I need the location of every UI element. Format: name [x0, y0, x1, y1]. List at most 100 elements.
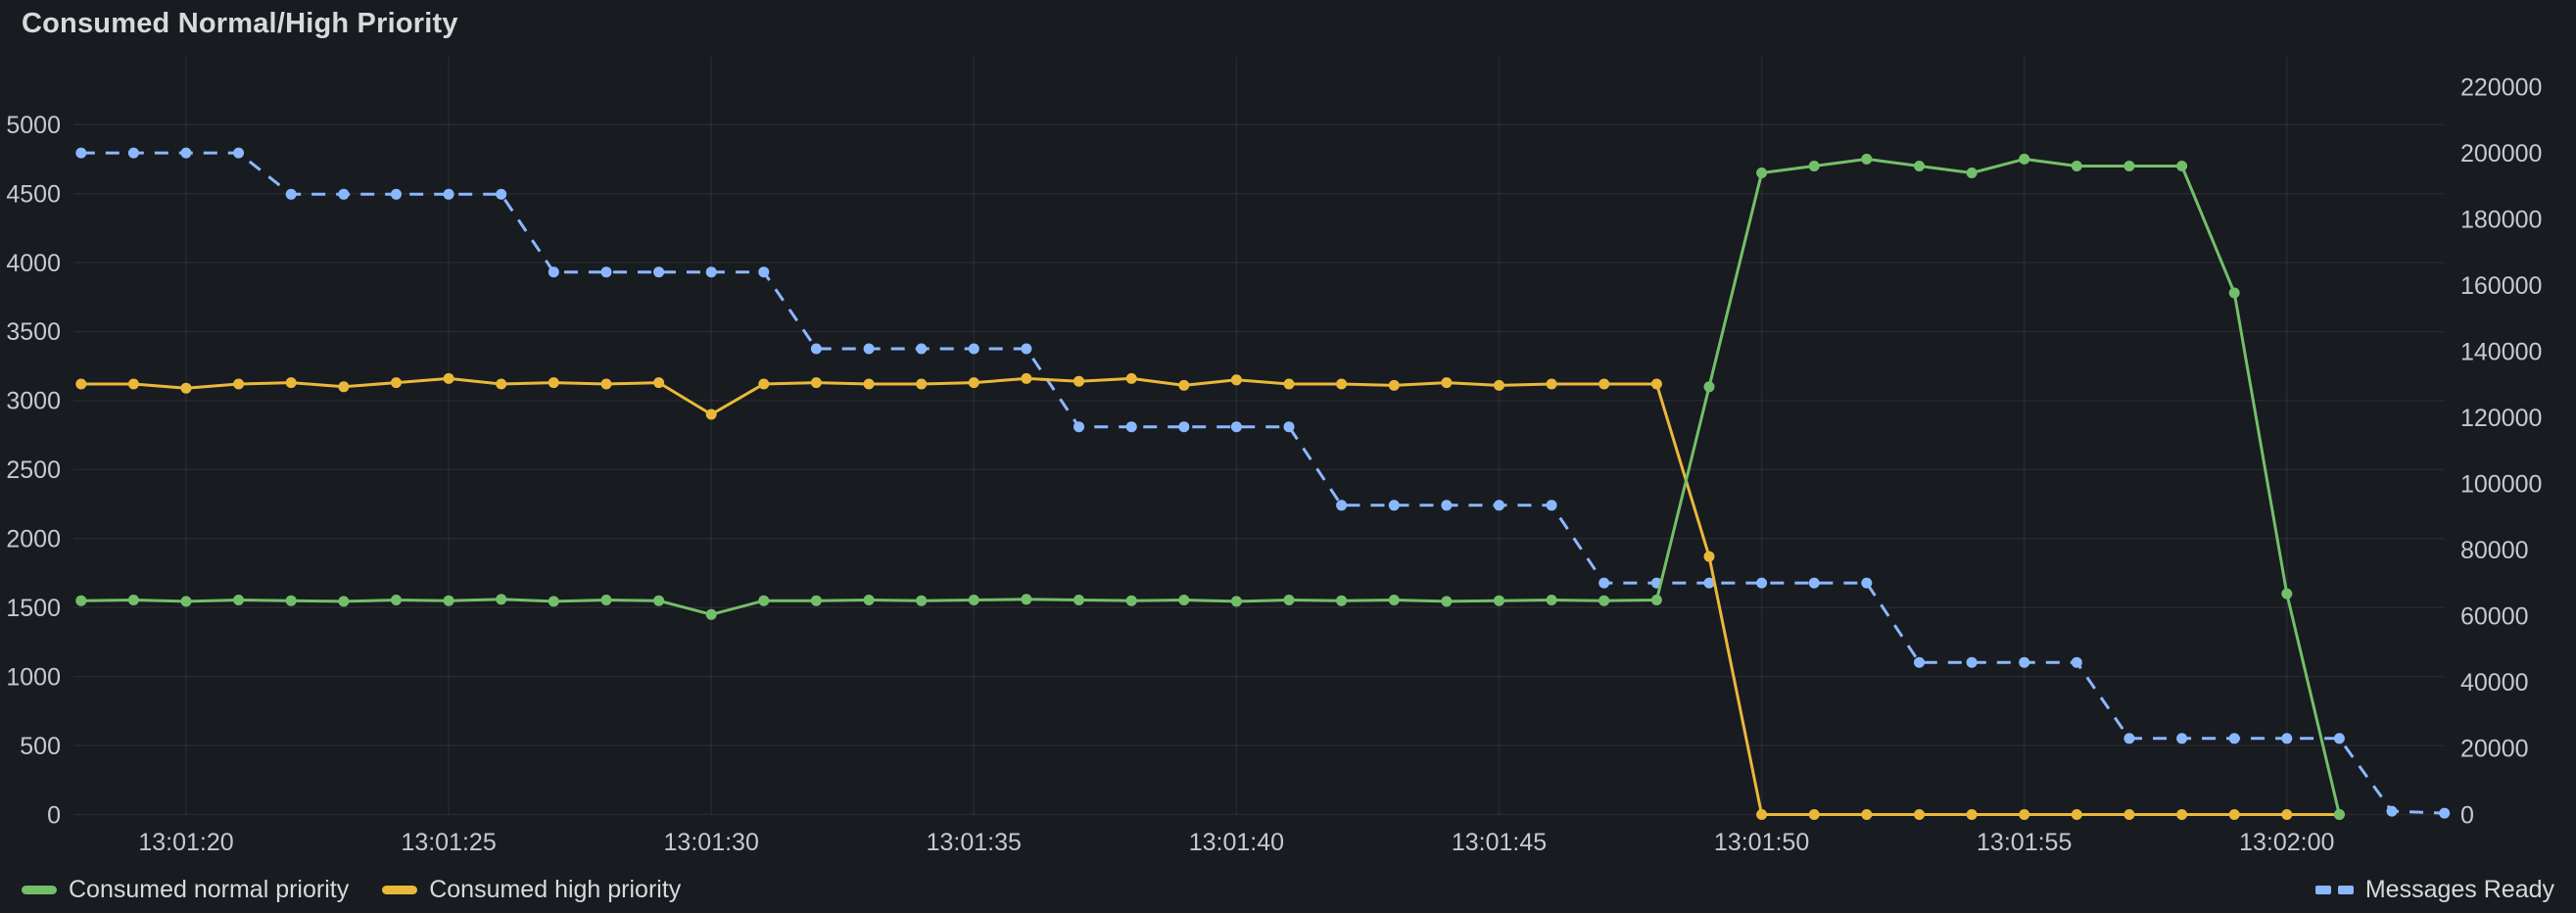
right-axis-tick-label: 20000: [2460, 736, 2529, 763]
data-point-marker: [1336, 500, 1348, 511]
right-axis-tick-label: 60000: [2460, 603, 2529, 631]
data-point-marker: [548, 266, 559, 278]
data-point-marker: [810, 595, 822, 606]
right-axis-tick-label: 40000: [2460, 669, 2529, 697]
left-axis-tick-label: 0: [47, 801, 61, 829]
data-point-marker: [1230, 596, 1242, 607]
data-point-marker: [1230, 374, 1242, 386]
data-point-marker: [2123, 733, 2135, 745]
data-point-marker: [600, 378, 612, 390]
data-point-marker: [1598, 577, 1610, 589]
right-axis-tick-label: 120000: [2460, 405, 2542, 432]
data-point-marker: [1388, 500, 1400, 511]
left-axis-tick-label: 1500: [6, 595, 61, 622]
data-point-marker: [75, 147, 87, 159]
data-point-marker: [1808, 809, 1820, 820]
series-line: [80, 157, 2341, 815]
data-point-marker: [285, 377, 297, 389]
data-point-marker: [1861, 577, 1873, 589]
data-point-marker: [916, 595, 928, 606]
panel-title[interactable]: Consumed Normal/High Priority: [22, 8, 458, 39]
data-point-marker: [653, 377, 665, 389]
data-point-marker: [2386, 805, 2398, 817]
x-axis-tick-label: 13:01:40: [1189, 829, 1284, 856]
left-axis-tick-label: 1000: [6, 663, 61, 691]
left-axis-tick-label: 2500: [6, 456, 61, 484]
data-point-marker: [758, 266, 770, 278]
data-point-marker: [443, 595, 454, 606]
data-point-marker: [916, 378, 928, 390]
data-point-marker: [1546, 378, 1557, 390]
axis-labels: 0 500 1000 1500 2000 2500 3000 3500 4000 4500 5000…: [6, 73, 2542, 856]
right-axis-tick-label: 100000: [2460, 471, 2542, 499]
data-point-marker: [1125, 372, 1137, 384]
data-point-marker: [1703, 551, 1715, 562]
data-point-marker: [2176, 809, 2188, 820]
data-point-marker: [2281, 588, 2293, 600]
data-point-marker: [1914, 809, 1925, 820]
series-line: [80, 151, 2445, 815]
data-point-marker: [758, 595, 770, 606]
right-axis-tick-label: 200000: [2460, 140, 2542, 168]
legend-swatch-yellow: [382, 885, 418, 894]
legend-item-consumed-high-priority[interactable]: Consumed high priority: [382, 876, 681, 904]
x-axis-tick-label: 13:01:25: [401, 829, 496, 856]
data-point-marker: [1756, 577, 1768, 589]
data-point-marker: [2228, 287, 2240, 299]
data-point-marker: [2019, 809, 2030, 820]
data-point-marker: [2123, 809, 2135, 820]
data-point-marker: [1650, 378, 1662, 390]
data-point-marker: [180, 596, 192, 607]
data-point-marker: [1966, 168, 1978, 178]
right-axis-tick-label: 180000: [2460, 206, 2542, 233]
data-point-marker: [2071, 809, 2082, 820]
data-point-marker: [1494, 379, 1504, 391]
data-point-marker: [2333, 809, 2345, 820]
data-point-marker: [1178, 595, 1190, 605]
data-point-marker: [2071, 656, 2082, 668]
x-axis-tick-label: 13:01:30: [664, 829, 759, 856]
data-point-marker: [75, 378, 87, 390]
x-axis-tick-label: 13:01:50: [1714, 829, 1809, 856]
gridlines: [73, 57, 2445, 816]
x-axis-tick-label: 13:01:20: [138, 829, 233, 856]
left-axis-tick-label: 500: [20, 733, 61, 760]
data-point-marker: [653, 266, 665, 278]
data-point-marker: [1125, 595, 1137, 606]
data-point-marker: [338, 381, 350, 393]
legend-item-consumed-normal-priority[interactable]: Consumed normal priority: [22, 876, 349, 904]
data-point-marker: [548, 377, 559, 389]
x-axis-tick-label: 13:02:00: [2239, 829, 2334, 856]
data-point-marker: [1861, 809, 1873, 820]
data-point-marker: [1388, 595, 1400, 605]
data-point-marker: [391, 188, 402, 200]
data-point-marker: [1703, 381, 1715, 393]
data-point-marker: [1178, 421, 1190, 433]
left-axis-tick-label: 5000: [6, 112, 61, 139]
data-point-marker: [705, 608, 717, 620]
x-axis-tick-label: 13:01:55: [1977, 829, 2072, 856]
data-point-marker: [1494, 595, 1504, 606]
data-point-marker: [2281, 733, 2293, 745]
data-point-marker: [863, 343, 875, 355]
legend-item-messages-ready[interactable]: Messages Ready: [2314, 876, 2554, 904]
legend-left-group: Consumed normal priority Consumed high p…: [22, 876, 681, 904]
data-point-marker: [2019, 153, 2030, 165]
data-point-marker: [548, 596, 559, 607]
data-point-marker: [1756, 168, 1768, 178]
data-point-marker: [496, 378, 507, 390]
data-point-marker: [916, 343, 928, 355]
data-point-marker: [968, 595, 979, 605]
data-point-marker: [127, 147, 139, 159]
right-axis-tick-label: 80000: [2460, 537, 2529, 564]
data-point-marker: [863, 595, 875, 605]
data-point-marker: [1073, 595, 1084, 605]
data-point-marker: [391, 595, 402, 605]
data-point-marker: [180, 382, 192, 394]
x-axis-tick-label: 13:01:45: [1452, 829, 1547, 856]
data-point-marker: [180, 147, 192, 159]
right-axis-tick-label: 0: [2460, 801, 2474, 829]
data-point-marker: [1914, 656, 1925, 668]
